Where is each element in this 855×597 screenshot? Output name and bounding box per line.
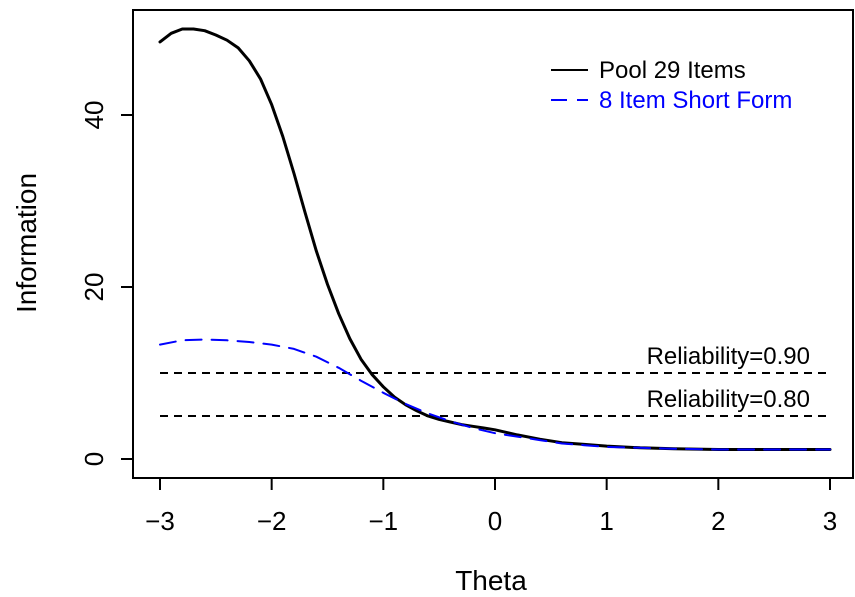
x-axis: −3 −2 −1 0 1 2 3 xyxy=(145,477,837,536)
reference-lines: Reliability=0.90 Reliability=0.80 xyxy=(160,343,830,417)
x-tick-label: 1 xyxy=(599,506,613,536)
series-line-2 xyxy=(159,338,831,451)
x-tick-label: 2 xyxy=(711,506,725,536)
y-axis: 0 20 40 xyxy=(79,101,134,466)
x-tick-label: 0 xyxy=(488,506,502,536)
x-tick-label: 3 xyxy=(823,506,837,536)
series-lines xyxy=(158,27,832,451)
x-axis-title: Theta xyxy=(455,565,527,596)
x-tick-label: −3 xyxy=(145,506,175,536)
y-tick-label: 20 xyxy=(79,273,109,302)
y-tick-label: 40 xyxy=(79,101,109,130)
y-axis-title: Information xyxy=(11,173,42,313)
reference-line-label-2: Reliability=0.80 xyxy=(647,386,810,413)
legend: Pool 29 Items 8 Item Short Form xyxy=(551,57,792,114)
x-tick-label: −1 xyxy=(369,506,399,536)
y-tick-label: 0 xyxy=(79,452,109,466)
legend-label-1: Pool 29 Items xyxy=(599,57,746,84)
x-tick-label: −2 xyxy=(257,506,287,536)
reference-line-label-1: Reliability=0.90 xyxy=(647,343,810,370)
legend-label-2: 8 Item Short Form xyxy=(599,87,792,114)
